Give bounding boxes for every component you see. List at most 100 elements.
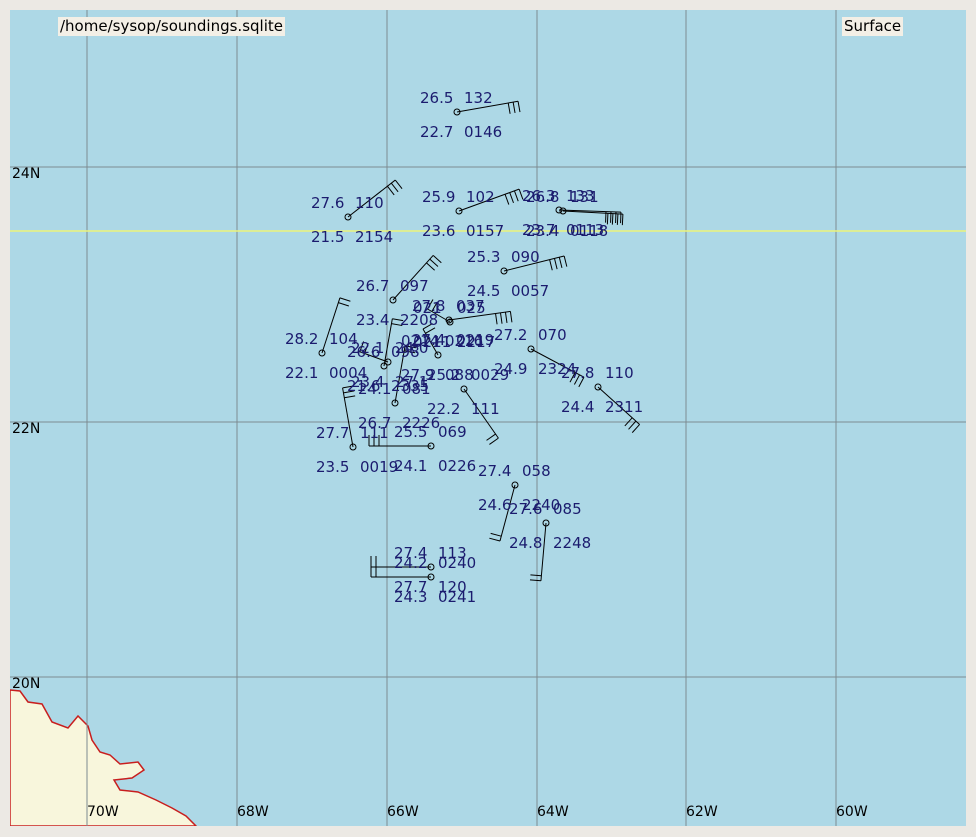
station-marker[interactable] — [380, 362, 388, 370]
station-pressure: 070 — [538, 326, 567, 344]
station-pressure: 098 — [391, 343, 420, 361]
station-marker[interactable] — [344, 213, 352, 221]
station-plot[interactable] — [422, 323, 442, 359]
map-svg[interactable]: 26.5 132 22.7 0146 27.6 110 21.5 2154 25.9 102 23.… — [10, 10, 966, 826]
station-time: 2240 — [522, 496, 560, 514]
wind-barb-flag — [563, 255, 568, 267]
station-marker[interactable] — [318, 349, 326, 357]
station-marker[interactable] — [384, 358, 392, 366]
station-plot[interactable] — [527, 345, 585, 388]
wind-barb-flag — [490, 532, 502, 537]
wind-barb-staff — [359, 351, 389, 363]
wind-barb-flag — [517, 101, 521, 113]
station-marker[interactable] — [542, 519, 550, 527]
station-dewpoint: 27.9 — [401, 366, 434, 384]
station-plot[interactable] — [460, 385, 499, 445]
map-canvas[interactable]: 26.5 132 22.7 0146 27.6 110 21.5 2154 25.9 102 23.… — [10, 10, 966, 826]
station-time: 120 — [438, 578, 467, 596]
station-marker[interactable] — [427, 442, 435, 450]
station-marker[interactable] — [389, 296, 397, 304]
station-time: 0019 — [360, 458, 398, 476]
station-temperature: 0214 — [401, 332, 439, 350]
station-marker[interactable] — [391, 399, 399, 407]
station-dewpoint: 21.5 — [311, 228, 344, 246]
wind-barb-flag — [342, 385, 354, 389]
station-plot[interactable] — [370, 556, 435, 571]
station-plot[interactable] — [445, 310, 513, 325]
latitude-label: 24N — [12, 166, 40, 182]
station-dewpoint: 27.4 — [412, 331, 445, 349]
station-plot[interactable] — [359, 341, 392, 366]
station-pressure: 025 — [457, 299, 486, 317]
station-time: 111 — [471, 400, 500, 418]
station-plot[interactable] — [500, 255, 568, 275]
station-plot[interactable] — [453, 100, 521, 116]
wind-barb-staff — [392, 255, 434, 301]
station-plot[interactable] — [529, 519, 550, 582]
station-marker[interactable] — [511, 481, 519, 489]
station-marker[interactable] — [500, 267, 508, 275]
wind-barb-flag — [504, 311, 508, 324]
station-plot[interactable] — [455, 188, 524, 215]
station-plot[interactable] — [391, 345, 416, 407]
station-temperature: 25.9 — [422, 188, 455, 206]
station-plot[interactable] — [380, 318, 404, 370]
station-temperature: 021 — [413, 299, 442, 317]
station-pressure: 090 — [511, 248, 540, 266]
station-marker[interactable] — [349, 443, 357, 451]
station-pressure: 0029 — [471, 366, 509, 384]
station-temperature: 25.5 — [394, 423, 427, 441]
station-marker[interactable] — [453, 108, 461, 116]
latitude-label: 22N — [12, 421, 40, 437]
station-plot[interactable] — [318, 297, 351, 357]
station-temperature: 25.3 — [467, 248, 500, 266]
longitude-label: 64W — [537, 804, 569, 820]
wind-barb-flag — [569, 372, 576, 383]
station-marker[interactable] — [446, 318, 454, 326]
station-plot[interactable] — [594, 383, 640, 433]
station-plot[interactable] — [368, 435, 435, 450]
station-plot[interactable] — [344, 179, 403, 221]
wind-barb-flag — [513, 190, 519, 202]
station-plot[interactable] — [427, 299, 454, 326]
station-temperature: 24.2 — [394, 554, 427, 572]
station-plot[interactable] — [370, 566, 435, 581]
station-temperature: 27.8 — [412, 297, 445, 315]
wind-barb-flag — [621, 214, 624, 226]
station-plot[interactable] — [342, 385, 357, 451]
wind-barb-flag — [387, 185, 395, 196]
station-marker[interactable] — [427, 563, 435, 571]
station-marker[interactable] — [555, 206, 563, 214]
station-dewpoint: 0211 — [413, 333, 451, 351]
station-time: 088 — [445, 366, 474, 384]
station-temperature: 27.7 — [316, 424, 349, 442]
station-marker[interactable] — [434, 351, 442, 359]
station-dewpoint: 23.4 — [526, 222, 559, 240]
wind-barb-flag — [404, 345, 416, 349]
station-dewpoint: 24.3 — [394, 588, 427, 606]
station-marker[interactable] — [527, 345, 535, 353]
wind-barb-flag — [429, 258, 439, 267]
station-time: 0219 — [456, 331, 494, 349]
station-temperature: 26.3 — [522, 187, 555, 205]
station-dewpoint: 27.7 — [394, 578, 427, 596]
wind-barb-staff — [463, 388, 499, 439]
wind-barb-flag — [495, 313, 498, 325]
station-time: 2154 — [355, 228, 393, 246]
station-plot[interactable] — [389, 255, 442, 304]
wind-barb-flag — [507, 102, 511, 114]
station-marker[interactable] — [559, 207, 567, 215]
wind-barb-flag — [489, 537, 501, 542]
station-pressure: 097 — [400, 277, 429, 295]
station-marker[interactable] — [455, 207, 463, 215]
station-marker[interactable] — [594, 383, 602, 391]
station-marker[interactable] — [427, 573, 435, 581]
station-dewpoint: 24.8 — [509, 534, 542, 552]
station-time: 0057 — [511, 282, 549, 300]
station-time: 0146 — [464, 123, 502, 141]
wind-barb-flag — [624, 417, 633, 427]
station-marker[interactable] — [460, 385, 468, 393]
station-plot[interactable] — [559, 207, 624, 226]
station-plot[interactable] — [489, 481, 519, 542]
station-time: 2217 — [457, 333, 495, 351]
